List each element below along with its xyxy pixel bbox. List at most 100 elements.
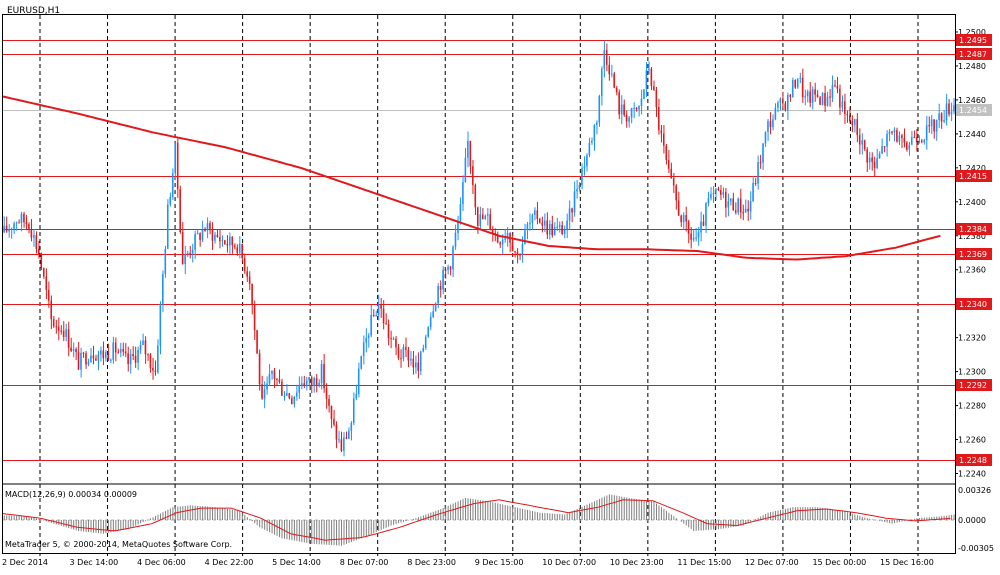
candle-body <box>526 224 529 231</box>
candle-body <box>23 213 25 223</box>
candle-body <box>772 119 774 128</box>
candle-body <box>196 233 199 235</box>
candle-body <box>665 145 668 160</box>
candle-body <box>615 87 618 93</box>
candle-body <box>660 130 663 134</box>
price-tick-label: 1.2360 <box>958 266 986 275</box>
candle-body <box>402 346 405 359</box>
candle-body <box>742 212 744 214</box>
plot-frame <box>2 14 956 554</box>
candle-body <box>62 330 65 337</box>
level-label-text: 1.2369 <box>959 250 987 259</box>
candle-body <box>142 340 144 346</box>
candle-body <box>77 352 80 370</box>
candle-body <box>412 358 415 368</box>
candle-body <box>330 405 333 419</box>
candle-body <box>543 220 546 226</box>
candle-body <box>643 89 645 99</box>
candle-body <box>752 182 754 202</box>
candle-body <box>839 88 841 108</box>
candle-body <box>868 157 871 163</box>
candle-body <box>764 132 767 144</box>
candle-body <box>67 329 70 348</box>
candle-body <box>844 101 846 115</box>
candle-body <box>476 207 479 226</box>
candle-body <box>573 191 576 213</box>
candlesticks <box>3 40 955 457</box>
candle-body <box>107 352 110 361</box>
candle-body <box>30 229 33 238</box>
price-tick-label: 1.2400 <box>958 198 986 207</box>
candle-body <box>286 393 288 396</box>
candle-body <box>288 393 291 399</box>
candle-body <box>449 266 452 270</box>
candle-body <box>18 222 20 224</box>
time-tick-label: 15 Dec 00:00 <box>812 558 866 567</box>
candle-body <box>536 210 539 219</box>
candle-body <box>293 396 296 404</box>
candle-body <box>395 338 397 348</box>
price-tick-label: 1.2420 <box>958 164 986 173</box>
candle-body <box>338 439 340 441</box>
candle-body <box>782 98 784 104</box>
time-tick-label: 10 Dec 07:00 <box>542 558 596 567</box>
candle-body <box>853 119 856 125</box>
candle-body <box>819 97 821 105</box>
candle-body <box>261 384 263 399</box>
candle-body <box>407 349 410 361</box>
candle-body <box>680 215 682 223</box>
candle-body <box>241 243 243 259</box>
candle-body <box>553 227 556 236</box>
candle-body <box>561 225 563 234</box>
candle-body <box>804 96 806 98</box>
candle-body <box>238 243 241 253</box>
candle-body <box>576 189 578 192</box>
candle-body <box>878 153 881 159</box>
candle-body <box>769 121 772 128</box>
candle-body <box>276 378 278 380</box>
candle-body <box>806 91 809 97</box>
candle-body <box>387 323 390 339</box>
candle-body <box>908 144 911 150</box>
candle-body <box>531 214 534 223</box>
candle-body <box>732 198 734 211</box>
candle-body <box>343 437 345 451</box>
time-tick-label: 8 Dec 23:00 <box>407 558 456 567</box>
candle-body <box>5 225 8 232</box>
candle-body <box>754 182 757 184</box>
candle-body <box>724 191 727 208</box>
candle-body <box>514 251 516 253</box>
time-tick-label: 10 Dec 23:00 <box>610 558 664 567</box>
level-label-text: 1.2384 <box>959 225 987 234</box>
candle-body <box>702 221 705 226</box>
candle-body <box>117 352 119 354</box>
horizontal-levels <box>3 40 955 461</box>
candle-body <box>251 283 253 305</box>
candle-body <box>246 271 248 277</box>
current-price-box <box>956 104 992 116</box>
candle-body <box>357 368 360 394</box>
candle-body <box>362 342 365 357</box>
candle-body <box>248 276 251 284</box>
candle-body <box>593 125 596 141</box>
candle-body <box>437 286 439 304</box>
candle-body <box>481 214 484 220</box>
candle-body <box>313 378 315 386</box>
candle-body <box>462 182 464 205</box>
candle-body <box>598 96 601 123</box>
candle-body <box>80 352 82 370</box>
candle-body <box>345 437 348 439</box>
candle-body <box>834 85 836 87</box>
time-tick-label: 11 Dec 15:00 <box>677 558 731 567</box>
candle-body <box>189 252 191 254</box>
moving-average-line <box>2 95 941 261</box>
macd-tick-label: 0.0000 <box>958 516 986 525</box>
candle-body <box>541 222 544 226</box>
candle-body <box>479 214 482 226</box>
candle-body <box>600 68 603 97</box>
candle-body <box>380 304 382 309</box>
candle-body <box>263 389 266 399</box>
candle-body <box>427 327 429 337</box>
candle-body <box>640 98 643 107</box>
